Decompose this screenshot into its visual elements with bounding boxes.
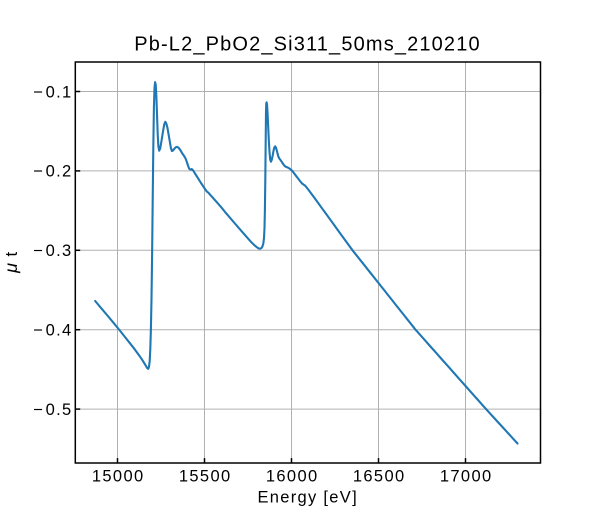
svg-text:−0.1: −0.1: [33, 83, 73, 101]
svg-text:−0.4: −0.4: [33, 322, 73, 340]
svg-text:−0.3: −0.3: [33, 242, 73, 260]
svg-text:−0.2: −0.2: [33, 163, 73, 181]
svg-text:−0.5: −0.5: [33, 401, 73, 419]
svg-text:15000: 15000: [92, 467, 145, 485]
svg-text:μ t: μ t: [1, 251, 21, 273]
svg-text:16000: 16000: [266, 467, 319, 485]
svg-text:15500: 15500: [179, 467, 232, 485]
svg-text:17000: 17000: [440, 467, 493, 485]
svg-text:16500: 16500: [353, 467, 406, 485]
svg-text:Energy [eV]: Energy [eV]: [257, 489, 358, 507]
svg-text:Pb-L2_PbO2_Si311_50ms_210210: Pb-L2_PbO2_Si311_50ms_210210: [134, 34, 481, 56]
